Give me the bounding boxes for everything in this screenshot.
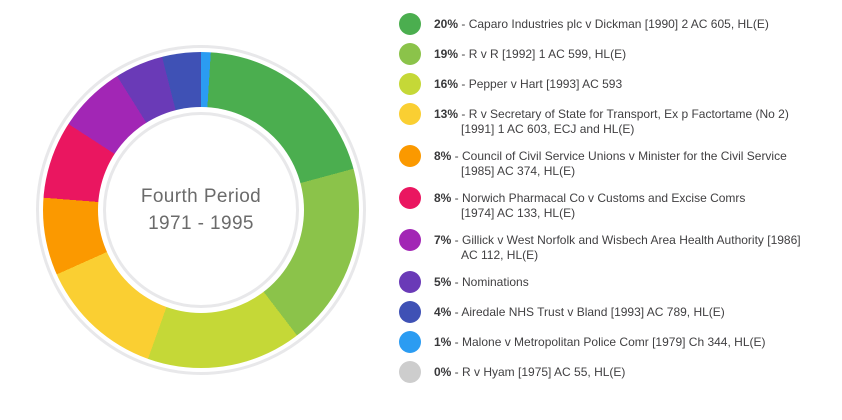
legend-color-dot [399, 331, 421, 353]
legend-label: 0% - R v Hyam [1975] AC 55, HL(E) [434, 365, 626, 379]
legend-percent: 7% [434, 233, 452, 247]
legend-percent: 20% [434, 17, 459, 31]
legend-percent: 1% [434, 335, 452, 349]
legend-label-line2: [1985] AC 374, HL(E) [461, 164, 576, 178]
donut-chart: Fourth Period 1971 - 1995 [36, 45, 366, 375]
legend-color-dot [399, 187, 421, 209]
legend-label: 13% - R v Secretary of State for Transpo… [434, 107, 789, 136]
donut-hole: Fourth Period 1971 - 1995 [98, 107, 304, 313]
legend-item: 7% - Gillick v West Norfolk and Wisbech … [399, 229, 835, 263]
legend-label: 8% - Council of Civil Service Unions v M… [434, 149, 787, 178]
legend-label-line2: [1991] 1 AC 603, ECJ and HL(E) [461, 122, 635, 136]
legend-percent: 0% [434, 365, 452, 379]
legend-item: 1% - Malone v Metropolitan Police Comr [… [399, 331, 835, 353]
legend-label: 16% - Pepper v Hart [1993] AC 593 [434, 77, 623, 91]
legend-item: 19% - R v R [1992] 1 AC 599, HL(E) [399, 43, 835, 65]
legend-label: 5% - Nominations [434, 275, 529, 289]
legend-percent: 13% [434, 107, 459, 121]
legend-percent: 16% [434, 77, 459, 91]
legend-percent: 5% [434, 275, 452, 289]
legend-percent: 8% [434, 191, 452, 205]
legend-item: 8% - Norwich Pharmacal Co v Customs and … [399, 187, 835, 221]
legend-item: 16% - Pepper v Hart [1993] AC 593 [399, 73, 835, 95]
legend-label: 19% - R v R [1992] 1 AC 599, HL(E) [434, 47, 627, 61]
legend-percent: 19% [434, 47, 459, 61]
legend-item: 0% - R v Hyam [1975] AC 55, HL(E) [399, 361, 835, 383]
legend-label: 8% - Norwich Pharmacal Co v Customs and … [434, 191, 746, 220]
legend-item: 8% - Council of Civil Service Unions v M… [399, 145, 835, 179]
legend-color-dot [399, 361, 421, 383]
legend-color-dot [399, 13, 421, 35]
legend-color-dot [399, 145, 421, 167]
chart-legend: 20% - Caparo Industries plc v Dickman [1… [399, 13, 835, 383]
legend-label: 1% - Malone v Metropolitan Police Comr [… [434, 335, 766, 349]
legend-color-dot [399, 271, 421, 293]
legend-percent: 4% [434, 305, 452, 319]
legend-item: 20% - Caparo Industries plc v Dickman [1… [399, 13, 835, 35]
legend-color-dot [399, 301, 421, 323]
legend-label: 4% - Airedale NHS Trust v Bland [1993] A… [434, 305, 725, 319]
legend-percent: 8% [434, 149, 452, 163]
legend-color-dot [399, 73, 421, 95]
donut-inner-ring [103, 112, 299, 308]
legend-label: 20% - Caparo Industries plc v Dickman [1… [434, 17, 769, 31]
legend-label-line2: AC 112, HL(E) [461, 248, 539, 262]
legend-color-dot [399, 229, 421, 251]
legend-label-line2: [1974] AC 133, HL(E) [461, 206, 576, 220]
legend-item: 13% - R v Secretary of State for Transpo… [399, 103, 835, 137]
legend-label: 7% - Gillick v West Norfolk and Wisbech … [434, 233, 801, 262]
legend-item: 5% - Nominations [399, 271, 835, 293]
donut-outer-ring [36, 45, 366, 375]
legend-color-dot [399, 43, 421, 65]
legend-color-dot [399, 103, 421, 125]
legend-item: 4% - Airedale NHS Trust v Bland [1993] A… [399, 301, 835, 323]
